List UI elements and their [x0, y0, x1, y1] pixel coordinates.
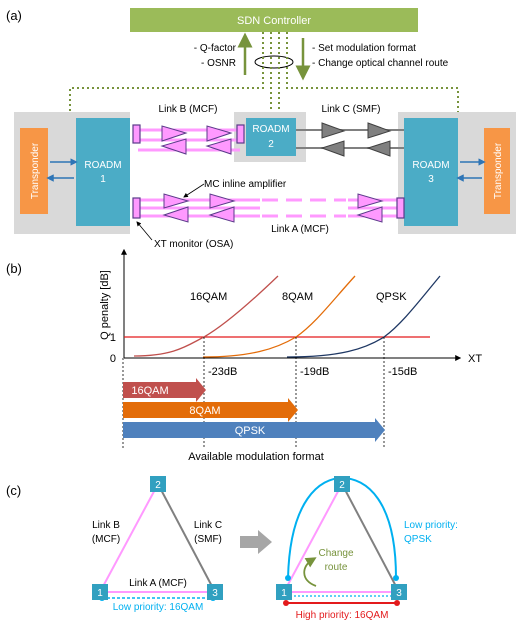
- link-c-label: Link C (SMF): [322, 104, 381, 115]
- curve-label-qpsk: QPSK: [376, 291, 407, 303]
- left-low-priority-label: Low priority: 16QAM: [113, 602, 204, 613]
- roadm-2: [246, 118, 296, 156]
- sdn-controller-box: [130, 8, 418, 32]
- right-red-dot-start: [283, 600, 289, 606]
- panel-a-label: (a): [6, 8, 22, 23]
- xt-monitor-node3: [396, 197, 405, 219]
- right-high-priority-label: High priority: 16QAM: [296, 610, 389, 621]
- panel-c: (c) 2 1 3 Link B (MCF) Link C (SMF) Link…: [6, 476, 458, 621]
- control-item-route: - Change optical channel route: [312, 58, 449, 69]
- bar-8qam: [123, 398, 298, 422]
- y-axis-label: Q penalty [dB]: [99, 270, 111, 340]
- left-node-3-label: 3: [212, 588, 218, 599]
- bar-8qam-label: 8QAM: [189, 405, 220, 417]
- x-tick-23db: -23dB: [208, 366, 237, 378]
- roadm-1-label: ROADM: [84, 160, 121, 171]
- curve-label-8qam: 8QAM: [282, 291, 313, 303]
- bar-16qam-label: 16QAM: [131, 385, 168, 397]
- link-b-amplifiers: [160, 125, 233, 155]
- right-link-b-edge: [283, 483, 343, 593]
- xt-monitor-node1-top: [132, 124, 141, 144]
- panel-b: (b) Q penalty [dB] XT 1 0 16QAM 8QAM QPS…: [6, 248, 482, 463]
- right-node-3-label: 3: [396, 588, 402, 599]
- x-tick-15db: -15dB: [388, 366, 417, 378]
- curve-16qam: [133, 275, 279, 357]
- monitor-item-qfactor: - Q-factor: [194, 43, 237, 54]
- left-node-2-label: 2: [155, 480, 161, 491]
- transponder-left: [20, 128, 48, 214]
- bar-16qam: [123, 378, 206, 402]
- sdn-controller-label: SDN Controller: [237, 15, 311, 27]
- left-node-1-label: 1: [97, 588, 103, 599]
- transponder-right-label: Transponder: [493, 142, 504, 199]
- right-node-3: [391, 584, 407, 600]
- right-node-2-label: 2: [339, 480, 345, 491]
- right-low-priority-format: QPSK: [404, 534, 432, 545]
- roadm-2-label: ROADM: [252, 124, 289, 135]
- right-qpsk-dot-end: [393, 575, 399, 581]
- bar-qpsk: [123, 418, 385, 442]
- right-red-dot-end: [394, 600, 400, 606]
- connection-loop: [254, 55, 294, 69]
- y-tick-1: 1: [110, 332, 116, 344]
- monitor-item-osnr: - OSNR: [201, 58, 236, 69]
- control-dotted-lines: [69, 32, 459, 112]
- y-tick-0: 0: [110, 353, 116, 365]
- left-link-b-label: Link B: [92, 520, 120, 531]
- panel-b-label: (b): [6, 261, 22, 276]
- right-node-1: [276, 584, 292, 600]
- left-link-b-edge: [99, 483, 159, 593]
- left-link-c-edge: [157, 483, 216, 593]
- left-node-3: [207, 584, 223, 600]
- roadm-1-number: 1: [100, 174, 106, 185]
- right-link-c-edge: [341, 483, 400, 593]
- available-format-caption: Available modulation format: [188, 451, 324, 463]
- roadm-3-number: 3: [428, 174, 434, 185]
- amplifier-label: MC inline amplifier: [204, 179, 287, 190]
- left-link-c-label: Link C: [194, 520, 222, 531]
- change-route-label-2: route: [325, 562, 348, 573]
- xt-monitor-pointer: [136, 221, 153, 241]
- roadm-2-number: 2: [268, 139, 274, 150]
- roadm-3: [404, 118, 458, 226]
- link-b-label: Link B (MCF): [159, 104, 218, 115]
- bar-qpsk-label: QPSK: [235, 425, 266, 437]
- xt-monitor-node2: [236, 124, 245, 144]
- x-tick-19db: -19dB: [300, 366, 329, 378]
- link-a-label: Link A (MCF): [271, 224, 329, 235]
- curve-label-16qam: 16QAM: [190, 291, 227, 303]
- control-item-modulation: - Set modulation format: [312, 43, 416, 54]
- right-node-2: [334, 476, 350, 492]
- left-node-2: [150, 476, 166, 492]
- right-low-priority-label: Low priority:: [404, 520, 458, 531]
- panel-c-label: (c): [6, 483, 21, 498]
- xt-monitor-node1-bottom: [132, 197, 141, 219]
- left-link-a-label: Link A (MCF): [129, 578, 187, 589]
- curve-8qam: [202, 275, 356, 358]
- link-c-amplifiers: [320, 122, 392, 157]
- change-route-arrow: [303, 557, 317, 587]
- roadm-3-label: ROADM: [412, 160, 449, 171]
- xt-monitor-label: XT monitor (OSA): [154, 239, 233, 250]
- left-link-b-type: (MCF): [92, 534, 120, 545]
- right-node-1-label: 1: [281, 588, 287, 599]
- panel-a: (a) SDN Controller - Q-factor - OSNR - S…: [6, 8, 516, 250]
- transition-arrow: [240, 530, 272, 554]
- curve-qpsk: [286, 275, 441, 358]
- transponder-right: [484, 128, 510, 214]
- left-node-1: [92, 584, 108, 600]
- right-qpsk-dot-start: [285, 575, 291, 581]
- x-axis-label: XT: [468, 353, 482, 365]
- roadm-1: [76, 118, 130, 226]
- link-a-amplifiers: [162, 193, 384, 223]
- left-link-c-type: (SMF): [194, 534, 222, 545]
- amplifier-pointer: [183, 183, 205, 198]
- change-route-label: Change: [318, 548, 353, 559]
- transponder-left-label: Transponder: [30, 142, 41, 199]
